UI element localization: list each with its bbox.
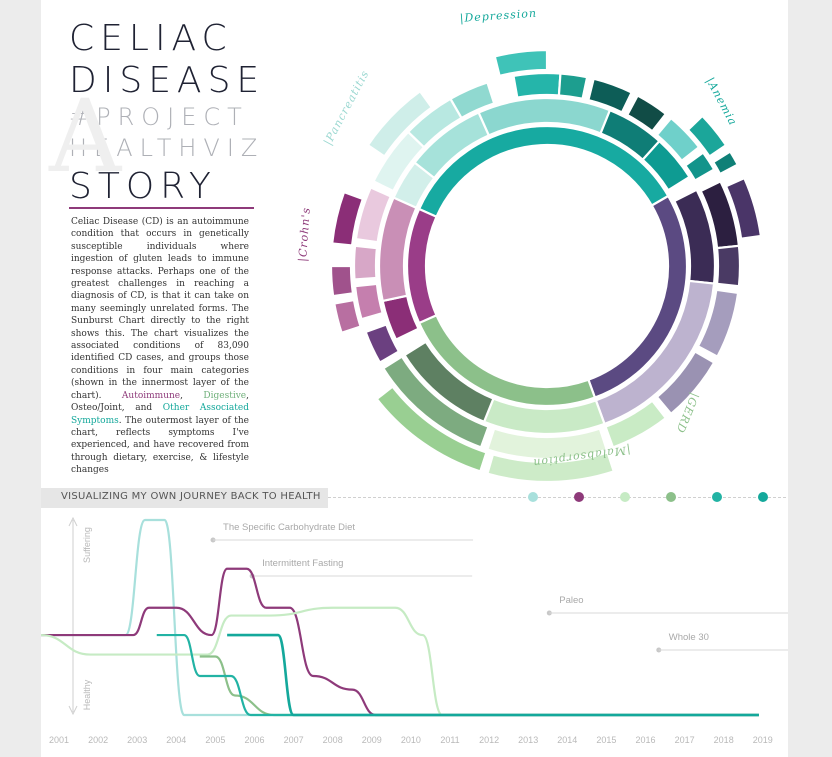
y-axis-arrow-down: [68, 705, 78, 716]
x-tick-label: 2010: [401, 735, 421, 745]
x-tick-label: 2018: [714, 735, 734, 745]
x-tick-label: 2008: [323, 735, 343, 745]
x-tick-label: 2013: [518, 735, 538, 745]
sunburst-segment[interactable]: [354, 186, 393, 244]
sunburst-segment[interactable]: [364, 323, 401, 365]
x-tick-label: 2019: [753, 735, 773, 745]
sunburst-segment[interactable]: [696, 288, 740, 359]
x-tick-label: 2007: [284, 735, 304, 745]
sunburst-segment[interactable]: [587, 77, 634, 114]
sunburst-segment[interactable]: [377, 196, 418, 303]
sunburst-segment[interactable]: [352, 244, 379, 281]
diet-label: Paleo: [559, 595, 583, 606]
sunburst-segment[interactable]: [381, 355, 490, 449]
section-divider: [328, 497, 786, 498]
title-divider: [69, 207, 254, 209]
sunburst-segment[interactable]: [686, 114, 728, 158]
y-label-suffering: Suffering: [82, 527, 92, 563]
symptom-curve[interactable]: [40, 518, 759, 717]
other-term: Other Associated Symptoms: [71, 403, 249, 426]
symptom-curve[interactable]: [227, 633, 759, 717]
sunburst-segment[interactable]: [329, 264, 355, 298]
sunburst-segment[interactable]: [711, 150, 740, 176]
sunburst-segment[interactable]: [485, 427, 609, 461]
sunburst-segment[interactable]: [724, 176, 763, 240]
sunburst-label: |Crohn's: [296, 207, 314, 263]
legend-dot: [574, 492, 584, 502]
autoimmune-term: Autoimmune: [121, 390, 181, 401]
x-tick-label: 2015: [596, 735, 616, 745]
section-header-label: VISUALIZING MY OWN JOURNEY BACK TO HEALT…: [61, 491, 321, 502]
symptom-curve[interactable]: [156, 633, 759, 717]
x-tick-label: 2004: [166, 735, 186, 745]
title-line-project: #PROJECT: [69, 103, 249, 131]
description-part2: . The outermost layer of the chart, refl…: [71, 415, 249, 476]
sunburst-segment[interactable]: [375, 385, 488, 473]
x-tick-label: 2011: [440, 735, 459, 745]
sunburst-segment[interactable]: [493, 48, 549, 78]
legend-dot: [666, 492, 676, 502]
x-tick-label: 2003: [127, 735, 147, 745]
y-axis-arrow-up: [68, 516, 78, 527]
sunburst-segment[interactable]: [715, 244, 742, 288]
legend-dot: [620, 492, 630, 502]
title-line-healthviz: HEALTHVIZ: [69, 134, 265, 162]
sunburst-segment[interactable]: [333, 298, 362, 335]
digestive-term: Digestive: [203, 390, 247, 401]
x-tick-label: 2017: [675, 735, 695, 745]
x-tick-label: 2016: [635, 735, 655, 745]
health-timeline-chart: 2001 2002 2003 2004 2005 2006 2007 2008 2009 2010…: [40, 516, 788, 745]
sunburst-label: |Pancreatitis: [321, 68, 372, 148]
sunburst-segment[interactable]: [405, 207, 438, 325]
title-line-disease: DISEASE: [69, 60, 266, 101]
sunburst-segment[interactable]: [625, 94, 668, 133]
title-line-celiac: CELIAC: [69, 18, 233, 59]
sunburst-segment[interactable]: [366, 89, 434, 158]
symptom-curve[interactable]: [40, 606, 759, 717]
x-tick-label: 2014: [557, 735, 577, 745]
sunburst-segment[interactable]: [330, 190, 365, 247]
sunburst-label: |Depression: [459, 7, 537, 26]
x-tick-label: 2002: [88, 735, 108, 745]
y-label-healthy: Healthy: [82, 679, 92, 710]
sunburst-segment[interactable]: [683, 151, 716, 183]
sunburst-segment[interactable]: [403, 340, 495, 424]
x-tick-label: 2012: [479, 735, 499, 745]
sunburst-segment[interactable]: [448, 81, 496, 120]
sunburst-segment[interactable]: [557, 72, 589, 101]
description-part1: Celiac Disease (CD) is an autoimmune con…: [71, 217, 249, 401]
decorative-letter: A: [49, 78, 122, 195]
x-tick-label: 2001: [49, 735, 69, 745]
legend-dot: [712, 492, 722, 502]
legend-dot: [528, 492, 538, 502]
legend-dot: [758, 492, 768, 502]
x-tick-label: 2005: [205, 735, 225, 745]
symptom-curve[interactable]: [40, 567, 759, 717]
description-separator-1: ,: [180, 390, 204, 401]
description-text: Celiac Disease (CD) is an autoimmune con…: [71, 216, 249, 477]
description-separator-2: , Osteo/Joint, and: [71, 390, 249, 414]
sunburst-segment[interactable]: [641, 139, 691, 192]
diet-label: Whole 30: [669, 632, 709, 643]
x-tick-label: 2006: [244, 735, 264, 745]
sunburst-segment[interactable]: [353, 282, 384, 321]
title-line-story: STORY: [69, 166, 217, 207]
diet-label: Intermittent Fasting: [262, 558, 343, 569]
sunburst-segment[interactable]: [655, 349, 716, 416]
section-header-bar: [41, 488, 328, 508]
sunburst-segment[interactable]: [604, 399, 668, 449]
sunburst-segment[interactable]: [655, 116, 701, 163]
diet-label: The Specific Carbohydrate Diet: [223, 522, 355, 533]
title-block: A CELIAC DISEASE #PROJECT HEALTHVIZ STOR…: [49, 18, 266, 208]
sunburst-segment[interactable]: [512, 71, 562, 99]
legend-dots: [528, 492, 768, 502]
sunburst-segment[interactable]: [486, 451, 616, 484]
x-tick-label: 2009: [362, 735, 382, 745]
sunburst-chart: [329, 48, 763, 484]
